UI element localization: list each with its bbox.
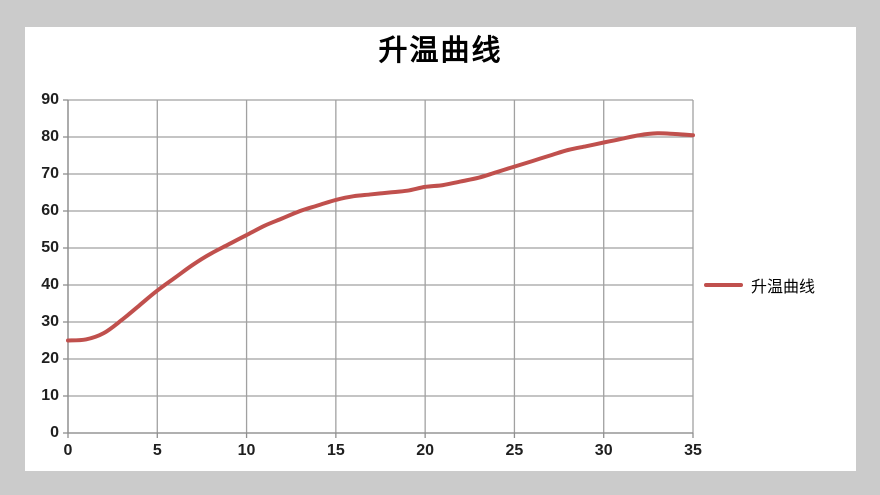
y-tick-label: 60 [41, 202, 59, 219]
legend-series-label: 升温曲线 [751, 277, 816, 296]
legend: 升温曲线 [704, 275, 816, 296]
x-tick-label: 30 [594, 442, 613, 459]
x-tick-label: 15 [326, 442, 345, 459]
y-tick-label: 0 [50, 424, 59, 441]
y-tick-label: 40 [41, 276, 59, 293]
x-tick-label: 5 [152, 442, 162, 459]
x-tick-label: 20 [416, 442, 435, 459]
legend-line-marker [704, 283, 743, 287]
y-tick-label: 50 [41, 239, 59, 256]
y-tick-label: 10 [41, 387, 59, 404]
x-tick-label: 10 [237, 442, 256, 459]
y-tick-label: 90 [41, 91, 59, 108]
y-tick-label: 80 [41, 128, 59, 145]
y-tick-label: 30 [41, 313, 59, 330]
y-tick-label: 20 [41, 350, 59, 367]
x-tick-label: 0 [63, 442, 73, 459]
x-tick-label: 35 [684, 442, 702, 459]
x-tick-label: 25 [505, 442, 524, 459]
y-tick-label: 70 [41, 165, 59, 182]
temperature-curve [66, 131, 695, 343]
plot-area [63, 99, 695, 438]
chart-canvas: 升温曲线 0 10 20 30 40 50 60 70 80 90 0 5 10 15 20 25 30 35 … [25, 27, 856, 471]
chart-title: 升温曲线 [378, 33, 503, 67]
